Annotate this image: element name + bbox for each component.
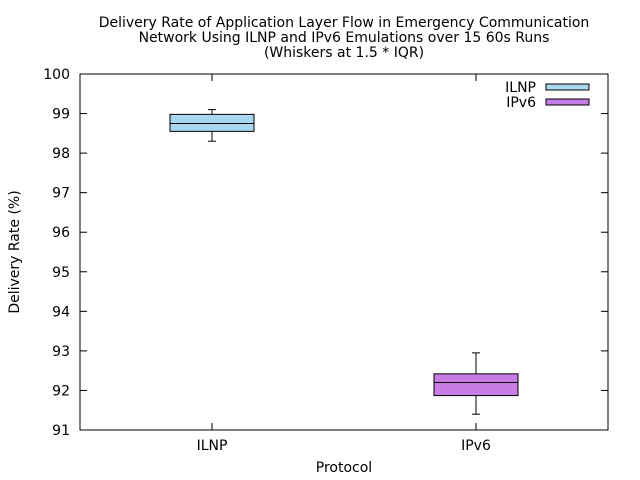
y-tick-label: 92 bbox=[52, 383, 70, 399]
legend-swatch bbox=[545, 83, 590, 91]
box-ilnp bbox=[169, 109, 255, 142]
box-body bbox=[169, 113, 255, 132]
title-line: Network Using ILNP and IPv6 Emulations o… bbox=[139, 30, 550, 46]
box-ipv6 bbox=[433, 352, 519, 415]
x-axis-label: Protocol bbox=[316, 460, 372, 476]
x-tick-label: ILNP bbox=[197, 438, 228, 454]
y-tick-label: 91 bbox=[52, 423, 70, 439]
legend-swatch bbox=[545, 98, 590, 106]
y-tick-label: 96 bbox=[52, 225, 70, 241]
plot-frame bbox=[79, 73, 609, 431]
boxes bbox=[169, 109, 519, 415]
chart-title: Delivery Rate of Application Layer Flow … bbox=[99, 15, 590, 61]
y-axis-label: Delivery Rate (%) bbox=[7, 190, 23, 313]
legend-label: IPv6 bbox=[506, 95, 536, 111]
x-tick-label: IPv6 bbox=[461, 438, 491, 454]
y-tick-label: 93 bbox=[52, 344, 70, 360]
y-tick-label: 95 bbox=[52, 265, 70, 281]
title-line: Delivery Rate of Application Layer Flow … bbox=[99, 15, 590, 31]
y-tick-label: 100 bbox=[43, 67, 70, 83]
title-line: (Whiskers at 1.5 * IQR) bbox=[264, 45, 424, 61]
y-tick-label: 99 bbox=[52, 107, 70, 123]
legend-label: ILNP bbox=[505, 80, 536, 96]
y-tick-label: 98 bbox=[52, 146, 70, 162]
y-tick-label: 94 bbox=[52, 304, 70, 320]
x-axis-ticks: ILNP IPv6 bbox=[197, 74, 491, 454]
y-tick-label: 97 bbox=[52, 186, 70, 202]
box-body bbox=[433, 373, 519, 397]
y-axis-ticks: 91 92 93 94 95 96 97 98 99 100 bbox=[43, 67, 608, 439]
